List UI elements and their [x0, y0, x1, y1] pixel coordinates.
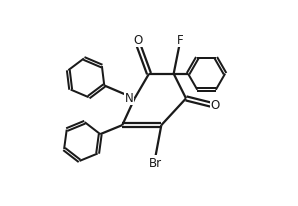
Text: Br: Br	[149, 156, 162, 169]
Text: F: F	[176, 34, 183, 46]
Text: O: O	[211, 99, 220, 111]
Text: N: N	[125, 91, 133, 104]
Text: O: O	[133, 34, 142, 46]
